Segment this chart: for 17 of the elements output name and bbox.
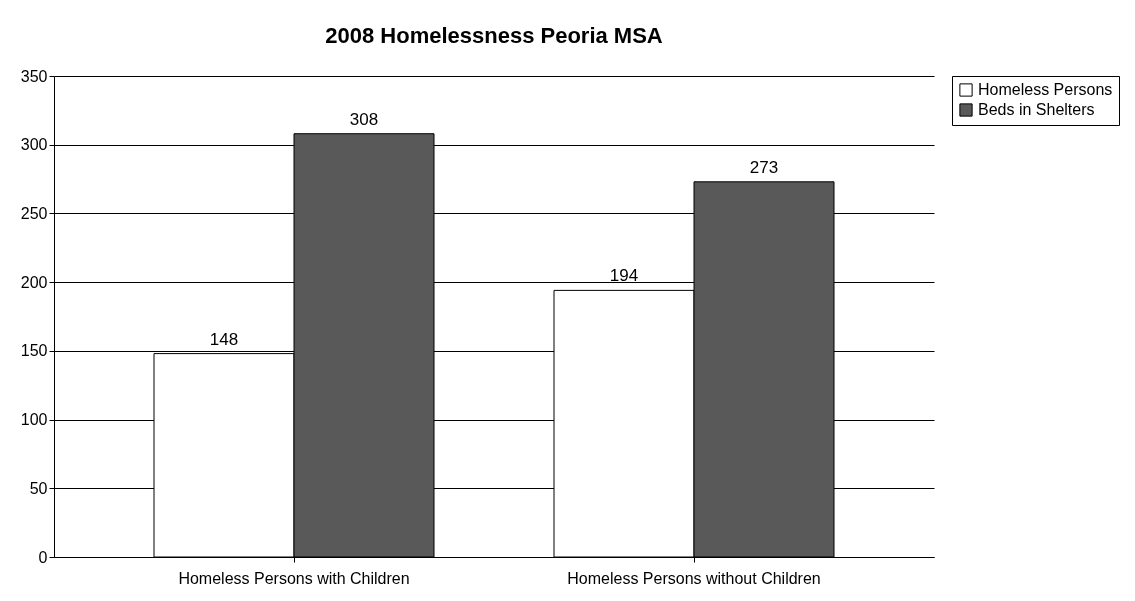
data-label: 148 [209, 329, 239, 349]
legend-label: Beds in Shelters [978, 101, 1095, 118]
data-label: 194 [609, 266, 639, 286]
y-tick-label: 300 [20, 136, 48, 154]
y-tick-label: 150 [20, 342, 48, 360]
x-tick-label: Homeless Persons without Children [567, 569, 821, 587]
data-label: 308 [349, 109, 379, 129]
y-tick-label: 350 [20, 67, 48, 85]
y-tick-label: 0 [38, 548, 48, 566]
x-tick-label: Homeless Persons with Children [178, 569, 410, 587]
y-tick-label: 200 [20, 273, 48, 291]
data-label: 273 [749, 157, 779, 177]
y-tick-label: 250 [20, 204, 48, 222]
y-tick-label: 100 [20, 411, 48, 429]
legend-label: Homeless Persons [978, 81, 1113, 98]
chart-title: 2008 Homelessness Peoria MSA [325, 23, 663, 48]
y-tick-label: 50 [29, 479, 48, 497]
